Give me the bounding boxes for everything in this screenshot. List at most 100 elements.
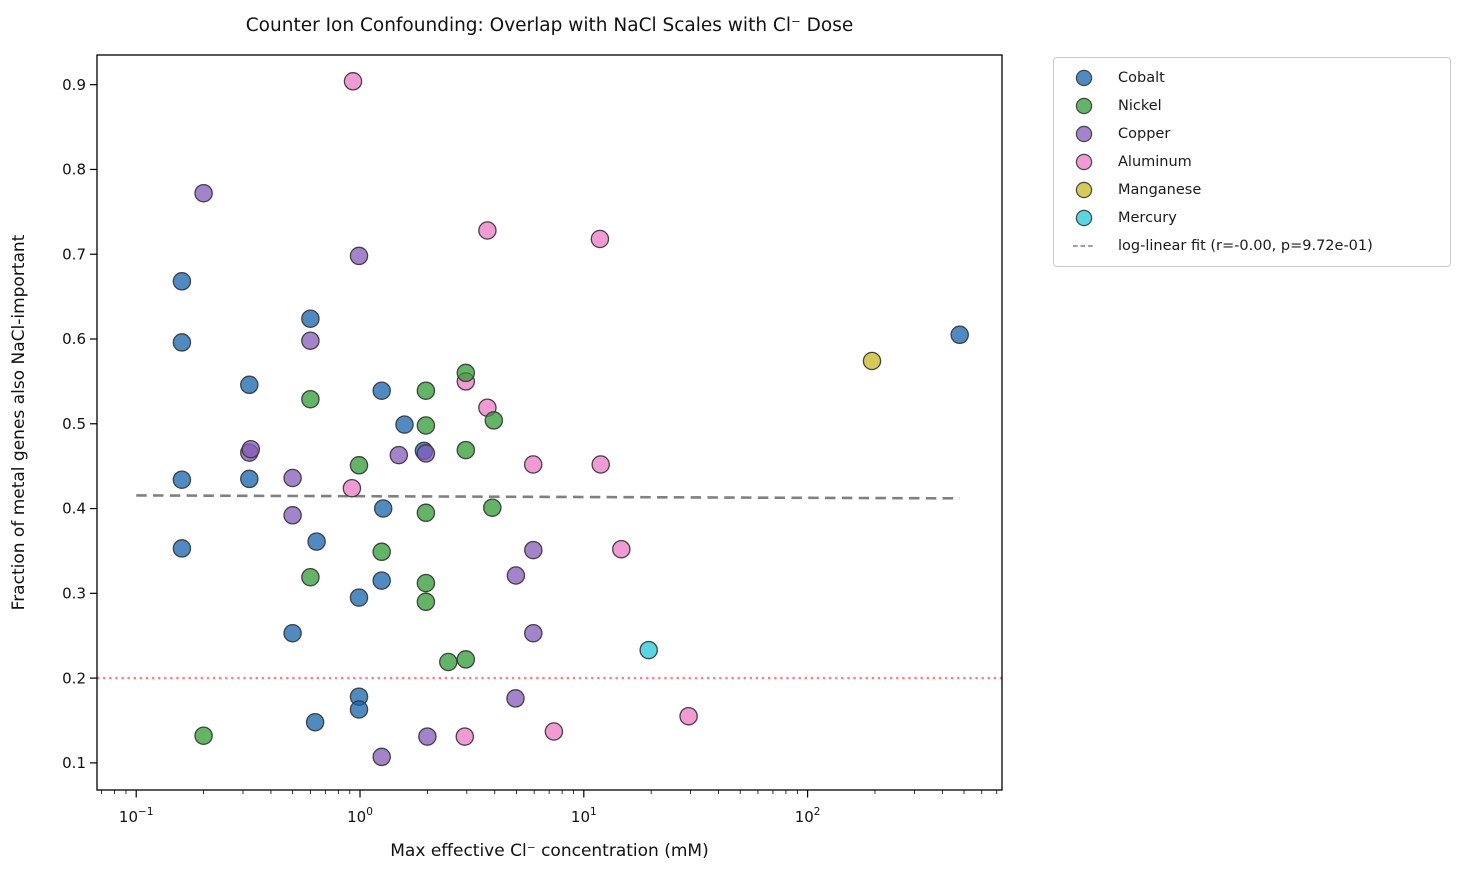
data-point-nickel bbox=[416, 592, 436, 612]
y-axis-label: Fraction of metal genes also NaCl-import… bbox=[9, 234, 29, 610]
y-tick-label: 0.6 bbox=[62, 330, 86, 348]
data-point-copper bbox=[506, 566, 526, 585]
data-point-copper bbox=[241, 439, 261, 459]
data-point-copper bbox=[283, 468, 302, 488]
legend-label: Aluminum bbox=[1118, 154, 1192, 170]
plot-frame bbox=[96, 54, 1003, 791]
data-point-aluminum bbox=[343, 72, 363, 91]
data-point-nickel bbox=[484, 411, 504, 430]
data-point-cobalt bbox=[372, 571, 391, 590]
x-tick-label: 102 bbox=[795, 806, 821, 826]
x-axis-label: Max effective Cl⁻ concentration (mM) bbox=[390, 841, 708, 861]
legend-item-cobalt: Cobalt bbox=[1054, 64, 1450, 92]
data-point-manganese bbox=[862, 351, 882, 371]
data-point-cobalt bbox=[373, 499, 393, 518]
legend-marker-icon bbox=[1075, 97, 1093, 115]
data-point-copper bbox=[524, 623, 543, 643]
data-point-nickel bbox=[301, 567, 320, 587]
data-point-nickel bbox=[416, 381, 436, 400]
legend-label: Mercury bbox=[1118, 210, 1177, 226]
legend-dashed-line-icon bbox=[1073, 245, 1095, 247]
legend-label: Nickel bbox=[1118, 98, 1162, 114]
data-point-cobalt bbox=[349, 700, 369, 719]
y-tick-label: 0.5 bbox=[62, 415, 86, 433]
data-point-cobalt bbox=[307, 532, 326, 551]
legend-marker-icon bbox=[1075, 209, 1093, 227]
data-point-copper bbox=[416, 444, 436, 463]
data-point-cobalt bbox=[172, 333, 192, 352]
data-point-aluminum bbox=[612, 539, 631, 559]
data-point-copper bbox=[389, 445, 409, 465]
data-point-aluminum bbox=[544, 722, 564, 741]
data-point-aluminum bbox=[478, 221, 497, 240]
data-point-cobalt bbox=[172, 539, 192, 558]
axis-layer: 10−1 100 101 102 0.1 0.2 0.3 0.4 0.5 0.6 0.7 0.8 0.9 bbox=[62, 54, 1003, 826]
legend: Cobalt Nickel Copper Aluminum Manganese Mercu… bbox=[1053, 57, 1451, 267]
legend-marker-icon bbox=[1075, 125, 1093, 143]
y-tick-label: 0.4 bbox=[62, 500, 86, 518]
data-point-copper bbox=[524, 540, 543, 560]
data-point-cobalt bbox=[305, 712, 325, 732]
legend-marker-icon bbox=[1075, 153, 1093, 171]
data-point-copper bbox=[372, 747, 391, 767]
data-point-nickel bbox=[416, 416, 436, 435]
chart-title: Counter Ion Confounding: Overlap with Na… bbox=[246, 15, 853, 36]
data-point-nickel bbox=[456, 650, 476, 669]
data-point-cobalt bbox=[950, 325, 969, 345]
data-points-layer bbox=[172, 72, 969, 767]
y-tick-label: 0.9 bbox=[62, 76, 86, 94]
data-point-nickel bbox=[301, 389, 320, 409]
x-tick-label: 100 bbox=[347, 806, 373, 826]
data-point-nickel bbox=[456, 363, 476, 383]
data-point-aluminum bbox=[455, 727, 475, 746]
data-point-cobalt bbox=[283, 623, 302, 643]
data-point-copper bbox=[506, 689, 525, 708]
data-point-nickel bbox=[372, 542, 391, 562]
y-tick-label: 0.7 bbox=[62, 245, 86, 263]
data-point-cobalt bbox=[372, 381, 391, 400]
data-point-nickel bbox=[416, 503, 436, 523]
data-point-copper bbox=[418, 727, 437, 746]
y-tick-label: 0.3 bbox=[62, 585, 86, 603]
data-point-aluminum bbox=[591, 455, 610, 474]
legend-item-copper: Copper bbox=[1054, 120, 1450, 148]
reference-lines-layer bbox=[97, 494, 1002, 680]
data-point-nickel bbox=[439, 652, 458, 672]
data-point-cobalt bbox=[301, 309, 320, 328]
data-point-aluminum bbox=[523, 455, 543, 474]
data-point-nickel bbox=[349, 456, 369, 475]
legend-item-manganese: Manganese bbox=[1054, 176, 1450, 204]
data-point-copper bbox=[283, 506, 302, 525]
fit-line bbox=[136, 494, 960, 500]
legend-label: Copper bbox=[1118, 126, 1171, 142]
data-point-cobalt bbox=[240, 375, 259, 395]
data-point-nickel bbox=[456, 440, 476, 460]
data-point-nickel bbox=[194, 726, 213, 745]
y-tick-label: 0.2 bbox=[62, 669, 86, 687]
data-point-nickel bbox=[483, 498, 502, 517]
data-point-aluminum bbox=[590, 229, 610, 249]
y-tick-label: 0.1 bbox=[62, 754, 86, 772]
data-point-mercury bbox=[639, 640, 658, 660]
data-point-aluminum bbox=[342, 478, 362, 498]
data-point-nickel bbox=[416, 573, 436, 593]
data-point-cobalt bbox=[240, 469, 259, 489]
legend-marker-icon bbox=[1075, 181, 1093, 199]
data-point-copper bbox=[301, 331, 320, 350]
legend-label: Cobalt bbox=[1118, 70, 1165, 86]
data-point-cobalt bbox=[395, 415, 414, 434]
legend-label: Manganese bbox=[1118, 182, 1202, 198]
legend-item-log-linear-fit-r-0-00-p-9-72e-01: log-linear fit (r=-0.00, p=9.72e-01) bbox=[1054, 232, 1450, 260]
data-point-cobalt bbox=[172, 272, 192, 291]
legend-item-aluminum: Aluminum bbox=[1054, 148, 1450, 176]
data-point-cobalt bbox=[349, 588, 369, 607]
x-tick-label: 101 bbox=[571, 806, 597, 826]
data-point-copper bbox=[194, 183, 213, 203]
legend-label: log-linear fit (r=-0.00, p=9.72e-01) bbox=[1118, 238, 1373, 254]
legend-item-nickel: Nickel bbox=[1054, 92, 1450, 120]
x-tick-label: 10−1 bbox=[119, 806, 154, 826]
legend-marker-icon bbox=[1075, 69, 1093, 87]
legend-item-mercury: Mercury bbox=[1054, 204, 1450, 232]
